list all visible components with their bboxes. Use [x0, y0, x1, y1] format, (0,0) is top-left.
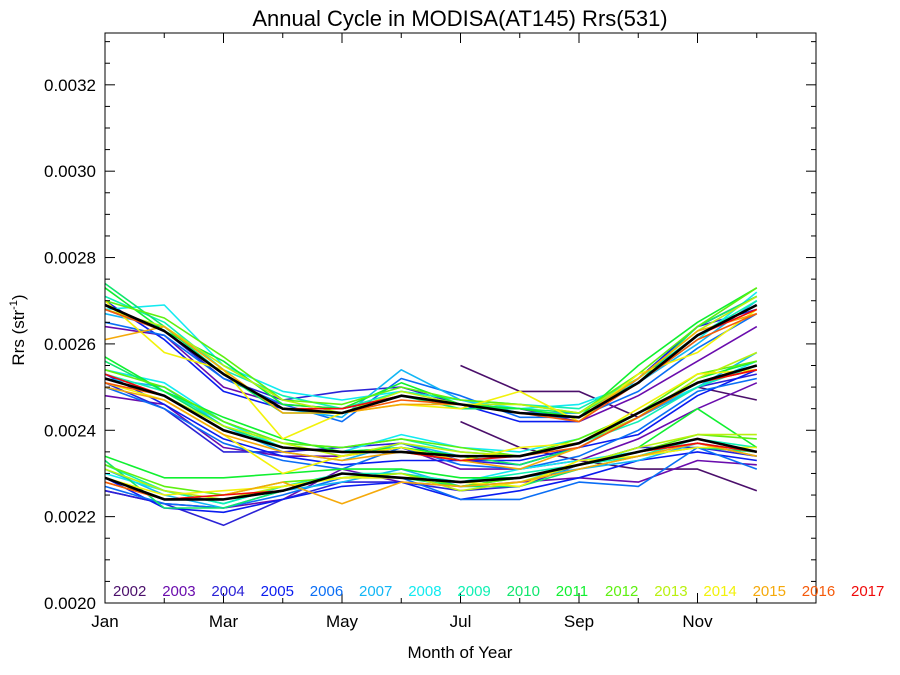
- legend-year-2011: 2011: [556, 583, 588, 600]
- series-line-2006-11: [104, 313, 758, 423]
- legend-year-2012: 2012: [605, 583, 638, 600]
- y-axis-label: Rrs (str-1): [8, 294, 28, 365]
- y-tick-label-0.0020: 0.0020: [44, 594, 96, 613]
- y-axis-label-main: Rrs (str: [9, 310, 28, 366]
- y-tick-label-0.0028: 0.0028: [44, 249, 96, 268]
- mean-line-low: [104, 437, 758, 501]
- legend-year-2008: 2008: [408, 583, 441, 600]
- mean-lines-layer: [104, 303, 758, 501]
- y-tick-label-0.0032: 0.0032: [44, 76, 96, 95]
- x-tick-label-May: May: [326, 612, 359, 631]
- y-tick-label-0.0022: 0.0022: [44, 508, 96, 527]
- legend-year-2003: 2003: [162, 583, 195, 600]
- series-line-2003-3: [104, 382, 758, 470]
- legend-year-2016: 2016: [802, 583, 835, 600]
- x-axis-label: Month of Year: [408, 643, 513, 662]
- series-line-2004-7: [104, 446, 757, 527]
- legend-year-2013: 2013: [654, 583, 687, 600]
- legend-layer: 2002 2003 2004 2005 2006 2007 2008 2009 2010 2011…: [113, 583, 884, 600]
- legend-year-2004: 2004: [211, 583, 244, 600]
- legend-year-2002: 2002: [113, 583, 146, 600]
- x-tick-label-Sep: Sep: [564, 612, 594, 631]
- legend-year-2009: 2009: [457, 583, 490, 600]
- legend-year-2015: 2015: [753, 583, 786, 600]
- legend-year-2010: 2010: [507, 583, 540, 600]
- y-tick-label-0.0026: 0.0026: [44, 335, 96, 354]
- series-line-2005-10: [104, 451, 757, 514]
- x-tick-label-Jul: Jul: [450, 612, 472, 631]
- legend-year-2014: 2014: [703, 583, 736, 600]
- y-tick-label-0.0024: 0.0024: [44, 421, 96, 440]
- chart-title: Annual Cycle in MODISA(AT145) Rrs(531): [252, 6, 667, 31]
- legend-year-2017: 2017: [851, 583, 884, 600]
- series-layer: [104, 282, 758, 527]
- x-tick-label-Mar: Mar: [209, 612, 239, 631]
- mean-line-high: [104, 303, 758, 419]
- y-tick-label-0.0030: 0.0030: [44, 162, 96, 181]
- y-axis-label-close: ): [9, 294, 28, 300]
- x-tick-label-Nov: Nov: [682, 612, 713, 631]
- y-axis-label-superscript: -1: [8, 300, 20, 310]
- series-line-2012-29: [104, 287, 758, 414]
- series-line-2013-34: [104, 433, 757, 501]
- mean-line-mid: [104, 364, 758, 458]
- series-line-2011-28: [104, 407, 758, 479]
- legend-year-2007: 2007: [359, 583, 392, 600]
- series-line-2005-9: [104, 369, 758, 466]
- legend-year-2006: 2006: [310, 583, 343, 600]
- x-tick-label-Jan: Jan: [91, 612, 118, 631]
- series-line-2015-38: [104, 312, 758, 419]
- axes-layer: Jan Mar May Jul Sep Nov 0.0020 0.0022 0.0024 0.00…: [44, 33, 817, 631]
- legend-year-2005: 2005: [261, 583, 294, 600]
